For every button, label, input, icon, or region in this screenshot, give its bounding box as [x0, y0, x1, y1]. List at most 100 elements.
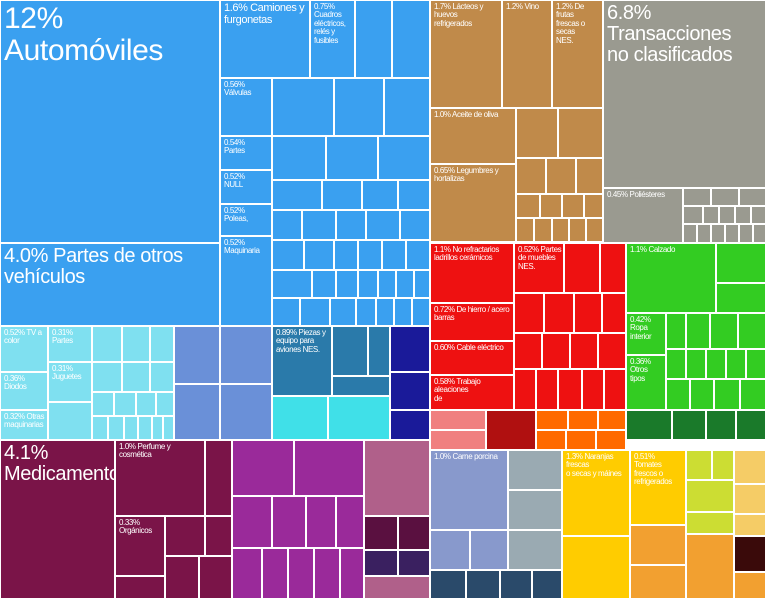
- treemap-cell: [552, 218, 569, 242]
- treemap-cell: [322, 180, 362, 210]
- treemap-cell: [205, 516, 232, 556]
- treemap-cell: [746, 349, 766, 379]
- treemap-cell: 0.60% Cable eléctrico: [430, 341, 514, 375]
- treemap-cell: [340, 548, 364, 599]
- treemap-cell-label: 0.31% Partes: [52, 328, 73, 346]
- treemap-cell: [514, 333, 542, 369]
- treemap-cell: [108, 416, 124, 440]
- treemap-cell: 6.8% Transacciones no clasificados: [603, 0, 766, 188]
- treemap-cell: [332, 376, 390, 396]
- treemap-cell: [412, 298, 430, 326]
- treemap-cell: [516, 194, 540, 218]
- treemap-cell: [740, 379, 766, 410]
- treemap-cell: [630, 565, 686, 599]
- treemap-cell: [686, 313, 710, 349]
- treemap-cell-label: 1.0% Perfume y cosmética: [119, 442, 171, 460]
- treemap-cell: [564, 243, 600, 293]
- treemap-cell: [382, 240, 406, 270]
- treemap-cell: [536, 430, 566, 450]
- treemap-cell: [470, 530, 508, 570]
- treemap-cell: [726, 349, 746, 379]
- treemap-cell-label: 1.1% No refractarios ladrillos cerámicos: [434, 245, 499, 263]
- treemap-cell: [355, 0, 392, 78]
- treemap-cell: [430, 430, 486, 450]
- treemap-cell: [514, 369, 536, 410]
- treemap-cell: [666, 349, 686, 379]
- treemap-cell: [508, 490, 562, 530]
- treemap-cell: [394, 298, 412, 326]
- treemap-cell-label: 0.52% Partes de muebles NES.: [518, 245, 562, 271]
- treemap-cell: [364, 440, 430, 516]
- treemap-cell: 4.0% Partes de otros vehículos: [0, 243, 220, 326]
- treemap-cell: [562, 536, 630, 599]
- treemap-cell: [330, 298, 356, 326]
- treemap-cell: [735, 206, 751, 224]
- treemap-cell-label: 12% Automóviles: [4, 2, 164, 67]
- treemap-cell: [598, 410, 626, 430]
- treemap-cell: [558, 108, 603, 158]
- treemap-cell-label: 1.2% Vino: [506, 2, 539, 11]
- treemap-cell: [272, 298, 300, 326]
- treemap-cell: 1.0% Perfume y cosmética: [115, 440, 205, 516]
- treemap-cell: [165, 516, 205, 556]
- treemap-cell: [734, 536, 766, 572]
- treemap-cell: [711, 224, 725, 243]
- treemap-cell: [398, 180, 430, 210]
- treemap-cell: [124, 416, 138, 440]
- treemap-cell: [332, 326, 368, 376]
- treemap-cell: [558, 369, 582, 410]
- treemap-cell: [683, 206, 703, 224]
- treemap-cell: 0.31% Juguetes: [48, 362, 92, 402]
- treemap-cell: 1.6% Camiones y furgonetas: [220, 0, 310, 78]
- treemap-cell: [272, 180, 322, 210]
- treemap-cell-label: 0.60% Cable eléctrico: [434, 343, 504, 352]
- treemap-cell: [272, 210, 302, 240]
- treemap-cell: [304, 240, 334, 270]
- treemap-cell-label: 0.51% Tomates frescos o refrigerados: [634, 452, 672, 487]
- treemap-cell: [314, 548, 340, 599]
- treemap-cell: [288, 548, 314, 599]
- treemap-cell: 0.89% Piezas y equipo para aviones NES.: [272, 326, 332, 396]
- treemap-cell: [302, 210, 336, 240]
- treemap-cell: 1.3% Naranjas frescas o secas y máines: [562, 450, 630, 536]
- treemap-cell-label: 0.31% Juguetes: [52, 364, 82, 382]
- treemap-cell: [751, 206, 766, 224]
- treemap-cell: [398, 516, 430, 550]
- treemap-cell: [630, 525, 686, 565]
- treemap-cell: [430, 410, 486, 430]
- treemap-cell-label: 1.0% Aceite de oliva: [434, 110, 499, 119]
- treemap-cell: [714, 379, 740, 410]
- treemap-cell: [328, 396, 390, 440]
- treemap-cell-label: 0.42% Ropa interior: [630, 315, 652, 341]
- treemap-cell-label: 1.1% Calzado: [630, 245, 676, 254]
- treemap-cell: [738, 313, 766, 349]
- treemap-cell: [163, 416, 174, 440]
- treemap-cell: [586, 218, 603, 242]
- treemap-cell: 0.54% Partes: [220, 136, 272, 170]
- treemap-cell: [358, 240, 382, 270]
- treemap-cell: [736, 410, 766, 440]
- treemap-cell: [697, 224, 711, 243]
- treemap-cell: [516, 218, 534, 242]
- treemap-cell: [390, 372, 430, 410]
- treemap-cell: 0.58% Trabajo aleaciones de: [430, 375, 514, 410]
- treemap-cell: [486, 410, 536, 450]
- treemap-cell: 0.33% Orgánicos: [115, 516, 165, 576]
- treemap-cell: [334, 240, 358, 270]
- treemap-cell: [712, 450, 734, 480]
- treemap-cell: [516, 158, 546, 194]
- treemap-cell: [672, 410, 706, 440]
- treemap-cell: [392, 0, 430, 78]
- treemap-cell: [152, 416, 163, 440]
- treemap-cell: [706, 349, 726, 379]
- treemap-cell: [546, 158, 576, 194]
- treemap-cell: [734, 514, 766, 536]
- treemap-cell-label: 0.36% Otros tipos: [630, 357, 651, 383]
- treemap-cell: [536, 410, 568, 430]
- treemap-cell: [122, 326, 150, 362]
- treemap-cell: 0.42% Ropa interior: [626, 313, 666, 355]
- treemap-cell: [336, 270, 358, 298]
- treemap-cell: [336, 496, 364, 548]
- treemap-cell: [711, 188, 739, 206]
- treemap-cell: [725, 224, 739, 243]
